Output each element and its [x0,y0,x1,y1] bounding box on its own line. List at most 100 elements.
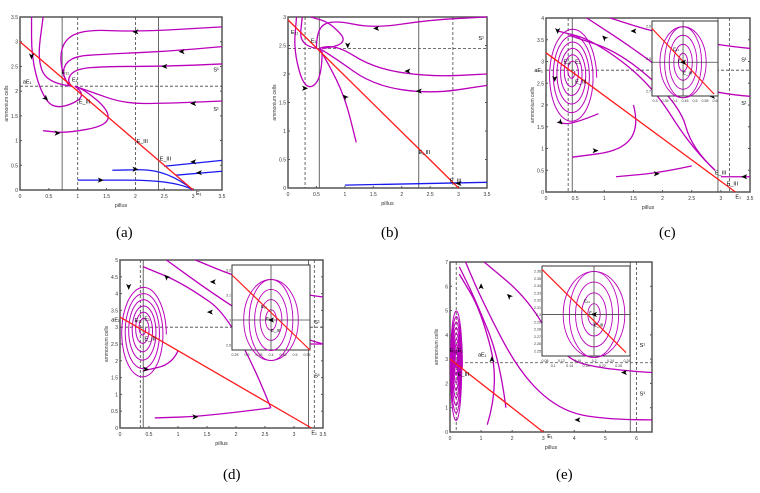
y-tick-label: 4 [115,292,118,298]
inset-red-nullcline [231,274,311,351]
x-tick-label: 2 [235,432,238,438]
y-tick-label: 1 [115,392,118,398]
direction-arrow-icon [178,49,185,55]
direction-arrow-icon [190,159,197,165]
inset-equilibrium-label: E₁₁ [584,298,591,303]
direction-arrow-icon [415,88,422,94]
y-tick-label: 2 [445,381,448,387]
equilibrium-label: E₁ [547,434,553,440]
y-tick-label: 4.5 [111,275,118,281]
x-axis-label: pillus [215,441,228,447]
trajectory [62,46,223,87]
direction-arrow-icon [54,130,61,136]
y-tick-label: 2.5 [537,81,544,87]
x-tick-label: 1.5 [103,194,110,200]
inset-x-tick-label: 0.28 [624,359,631,363]
x-tick-label: 3 [457,192,460,198]
inset-frame [651,20,719,97]
equilibrium-label: E₁ [311,431,317,437]
caption-a: (a) [116,225,133,241]
inset-x-tick-label: 0.4 [269,353,274,357]
x-axis-label: pillus [115,203,128,209]
y-tick-label: 6 [445,284,448,290]
x-tick-label: 0.5 [572,196,579,202]
y-tick-label: 2 [283,72,286,78]
inset-equilibrium-label: E₁ [589,310,594,315]
y-axis-label: ammonium cells [104,325,110,362]
y-tick-label: 3.5 [537,38,544,44]
equilibrium-label: E₁ [311,39,317,45]
y-tick-label: 2 [115,359,118,365]
red-nullcline [19,41,194,191]
x-tick-label: 3 [719,196,722,202]
caption-b: (b) [381,225,399,241]
inset-x-tick-label: 0.3 [245,353,250,357]
equilibrium-label: E_III [137,139,149,145]
inset-equilibrium-label: E_III [271,328,280,333]
y-tick-label: 1 [283,129,286,135]
y-tick-label: 1.5 [11,114,18,120]
direction-arrow-icon [404,68,411,74]
inset-x-tick-label: 0.6 [713,99,718,103]
inset-x-tick-label: 0.12 [558,359,565,363]
x-tick-label: 1 [480,436,483,442]
y-tick-label: 2.5 [11,64,18,70]
y-tick-label: 1.5 [111,376,118,382]
x-tick-label: 2.5 [262,432,269,438]
equilibrium-label: S¹ [314,374,320,380]
direction-arrow-icon [489,356,495,363]
zoom-inset: 0.080.10.120.140.160.180.20.220.240.260.… [534,265,631,368]
direction-arrow-icon [42,94,49,101]
equilibrium-label: S¹ [640,392,646,398]
spiral-trajectory [121,286,167,378]
y-axis-label: ammonium cells [272,84,278,121]
inset-x-tick-label: 0.5 [693,99,698,103]
direction-arrow-icon [302,85,309,91]
red-nullcline [545,52,736,193]
y-tick-label: 0.5 [537,168,544,174]
inset-equilibrium-label: E_III [594,322,603,327]
equilibrium-label: E_III [79,100,91,106]
x-tick-label: 4 [573,436,576,442]
caption-c: (c) [659,225,676,241]
y-tick-label: 2.5 [279,44,286,50]
y-tick-label: 2 [541,103,544,109]
equilibrium-label: S¹ [741,58,747,64]
x-tick-label: 1 [76,194,79,200]
y-axis-label: ammonium cells [4,85,10,122]
y-tick-label: 2.5 [111,342,118,348]
trajectory [310,16,344,49]
trajectory [464,261,653,421]
y-tick-label: 0.5 [11,163,18,169]
zoom-inset: 0.25 0.3 0.35 0.4 0.45 0.5 0.55 2.9 3 3.1 3.2 E₁₁ E₁… [226,264,311,361]
equilibrium-label: E₁₁ [450,348,458,354]
x-tick-label: 2 [134,194,137,200]
trajectory [318,47,488,93]
trajectory [458,266,507,408]
y-tick-label: 3.5 [11,15,18,21]
inset-y-tick-label: 2.27 [534,335,541,339]
y-axis-label: ammonium cells [530,86,536,123]
equilibrium-label: E₁ [144,316,150,322]
inset-y-tick-label: 2.33 [534,291,541,295]
y-tick-label: 1 [445,406,448,412]
x-tick-label: 0 [19,194,22,200]
equilibrium-label: E₁₁ [62,70,70,76]
y-tick-label: 3 [541,60,544,66]
y-tick-label: 1 [541,147,544,153]
direction-arrow-icon [680,59,687,65]
equilibrium-label: E₁₁ [135,318,143,324]
direction-arrow-icon [132,29,139,35]
inset-red-nullcline [541,269,627,353]
x-tick-label: 3 [542,436,545,442]
equilibrium-label: S¹ [741,101,747,107]
y-tick-label: 3 [283,15,286,21]
y-tick-label: 1.5 [279,101,286,107]
equilibrium-label: S¹ [640,343,646,349]
trajectory [319,46,488,77]
equilibrium-label: aE₁ [23,80,32,86]
x-tick-label: 1 [343,192,346,198]
x-tick-label: 1.5 [630,196,637,202]
phase-portrait-c: 0 0.5 1 1.5 2 2.5 3 3.5 0 0.5 1 1.5 2 2.5 3 3.5 4 pillus a… [530,16,754,211]
